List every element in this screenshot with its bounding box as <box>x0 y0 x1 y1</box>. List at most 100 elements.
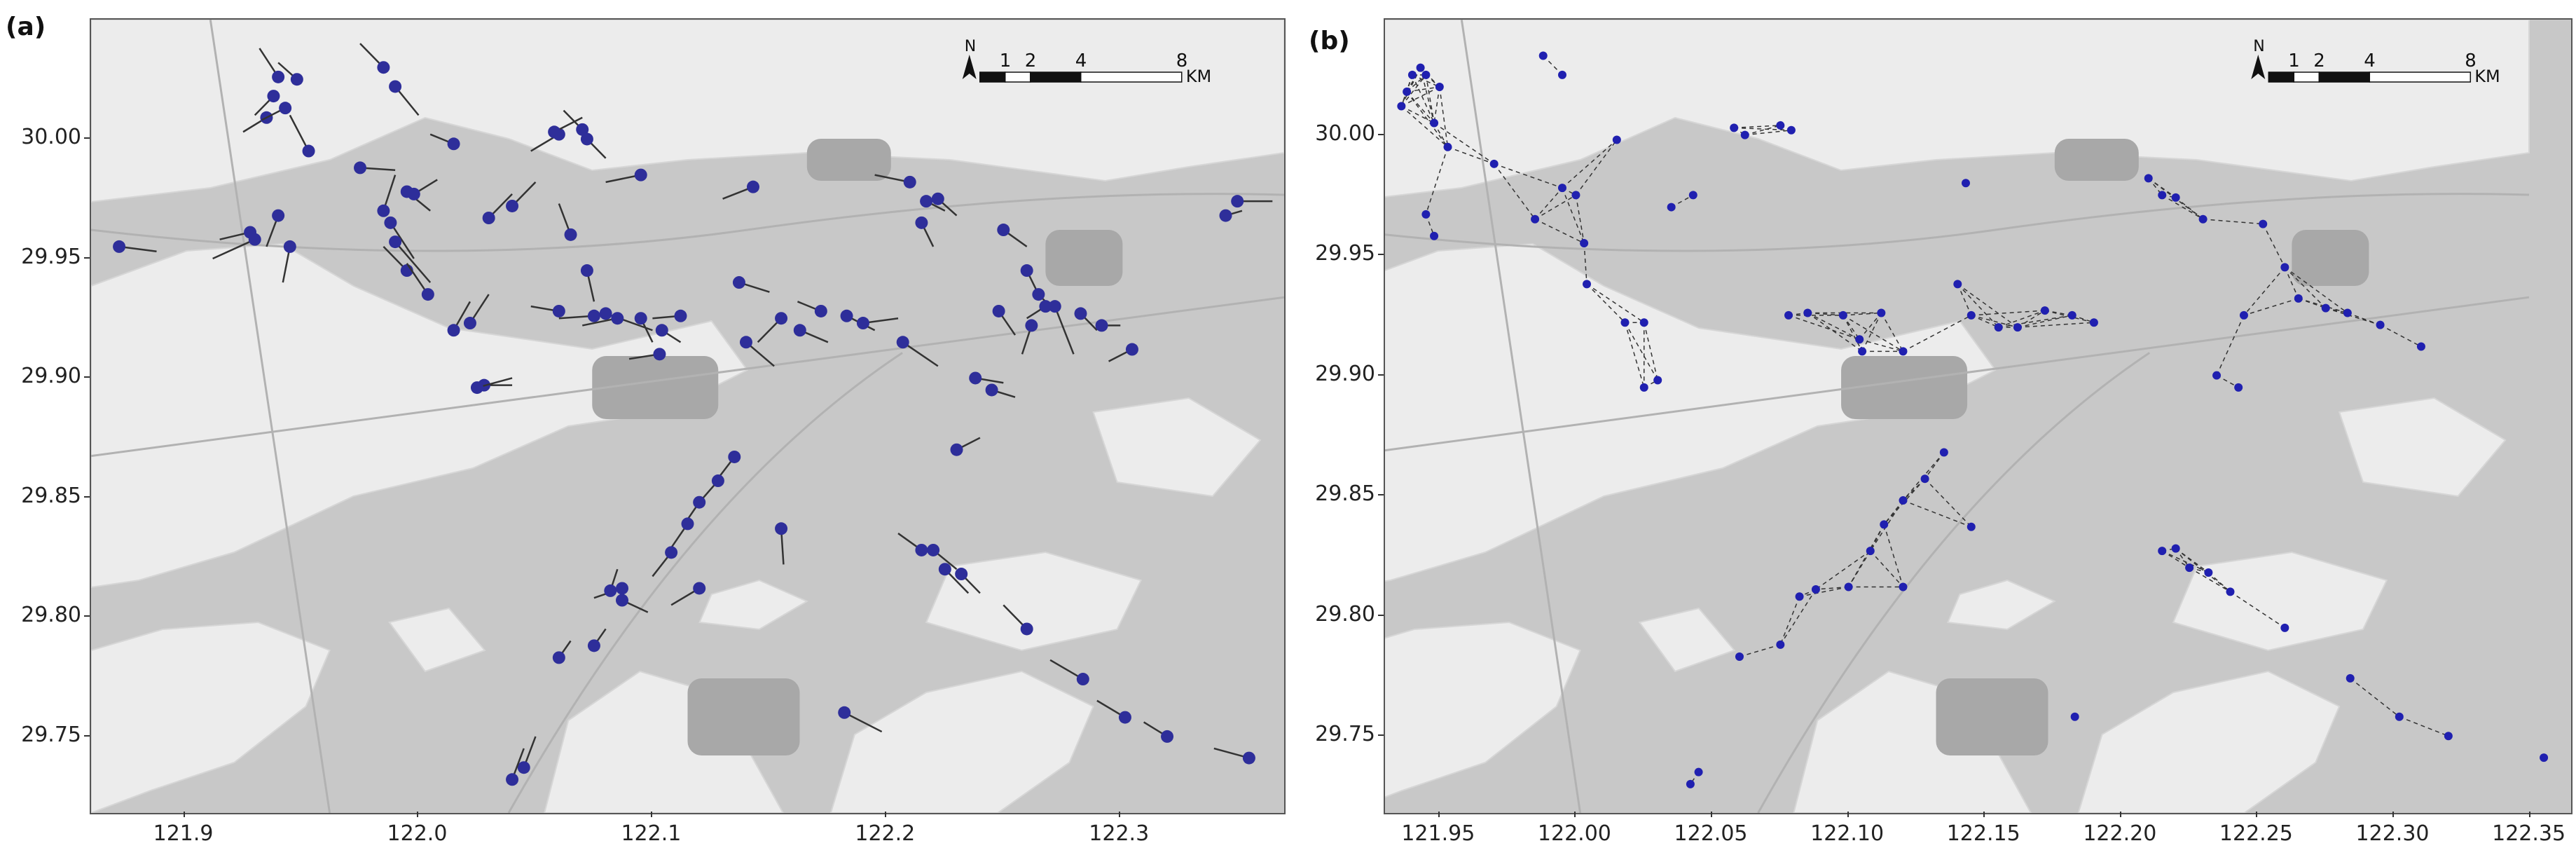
ship-position[interactable] <box>283 240 296 253</box>
ship-position[interactable] <box>1858 347 1867 356</box>
ship-position[interactable] <box>1740 130 1749 139</box>
ship-position[interactable] <box>1899 496 1908 505</box>
ship-position[interactable] <box>1686 779 1695 788</box>
ship-position[interactable] <box>580 132 593 146</box>
map-a[interactable]: N 1 2 4 8 KM <box>90 18 1286 814</box>
ship-position[interactable] <box>915 543 928 556</box>
ship-position[interactable] <box>793 324 806 337</box>
ship-position[interactable] <box>1435 83 1444 92</box>
ship-position[interactable] <box>552 651 565 664</box>
ship-position[interactable] <box>2198 214 2207 224</box>
ship-position[interactable] <box>920 195 933 208</box>
ship-position[interactable] <box>1242 751 1255 765</box>
ship-position[interactable] <box>1967 522 1976 531</box>
ship-position[interactable] <box>1407 70 1417 79</box>
ship-position[interactable] <box>2171 544 2180 553</box>
ship-position[interactable] <box>1025 319 1038 332</box>
ship-position[interactable] <box>1612 135 1621 144</box>
ship-position[interactable] <box>2185 563 2194 573</box>
ship-position[interactable] <box>985 383 998 397</box>
ship-position[interactable] <box>1571 191 1580 200</box>
ship-position[interactable] <box>950 443 963 456</box>
ship-position[interactable] <box>655 324 668 337</box>
ship-position[interactable] <box>681 517 694 531</box>
ship-position[interactable] <box>407 187 420 200</box>
ship-position[interactable] <box>665 546 678 559</box>
ship-position[interactable] <box>1076 673 1089 686</box>
ship-position[interactable] <box>1639 318 1648 327</box>
ship-position[interactable] <box>2280 623 2289 632</box>
ship-position[interactable] <box>896 336 909 349</box>
ship-position[interactable] <box>1877 308 1886 317</box>
ship-position[interactable] <box>1231 195 1244 208</box>
ship-position[interactable] <box>2144 174 2153 183</box>
ship-position[interactable] <box>377 204 390 217</box>
ship-position[interactable] <box>1430 231 1439 240</box>
ship-position[interactable] <box>1430 118 1439 128</box>
ship-position[interactable] <box>1557 184 1566 193</box>
ship-position[interactable] <box>1639 383 1648 392</box>
ship-position[interactable] <box>552 304 565 317</box>
ship-position[interactable] <box>1403 87 1412 96</box>
ship-position[interactable] <box>1844 582 1853 591</box>
ship-position[interactable] <box>711 474 724 488</box>
ship-position[interactable] <box>1020 264 1033 278</box>
ship-position[interactable] <box>775 522 788 535</box>
map-b[interactable]: N 1 2 4 8 KM <box>1384 18 2572 814</box>
ship-position[interactable] <box>616 594 629 607</box>
ship-position[interactable] <box>470 381 483 395</box>
ship-position[interactable] <box>1811 584 1820 594</box>
ship-position[interactable] <box>653 348 666 361</box>
ship-position[interactable] <box>1784 310 1793 320</box>
ship-position[interactable] <box>1994 323 2003 332</box>
ship-position[interactable] <box>548 125 561 139</box>
ship-position[interactable] <box>1580 239 1589 248</box>
ship-position[interactable] <box>2294 294 2303 303</box>
ship-position[interactable] <box>1489 159 1499 168</box>
ship-position[interactable] <box>1880 520 1889 529</box>
ship-position[interactable] <box>564 228 577 241</box>
ship-position[interactable] <box>576 123 589 136</box>
ship-position[interactable] <box>2067 310 2076 320</box>
ship-position[interactable] <box>616 582 629 595</box>
ship-position[interactable] <box>1776 640 1785 649</box>
ship-position[interactable] <box>856 317 869 330</box>
ship-position[interactable] <box>1397 102 1406 111</box>
ship-position[interactable] <box>389 235 402 249</box>
ship-position[interactable] <box>1961 179 1970 188</box>
ship-position[interactable] <box>634 168 647 182</box>
ship-position[interactable] <box>728 450 741 463</box>
ship-position[interactable] <box>248 233 261 246</box>
ship-position[interactable] <box>2212 371 2222 380</box>
ship-position[interactable] <box>302 144 315 158</box>
ship-position[interactable] <box>1538 51 1548 60</box>
ship-position[interactable] <box>814 304 827 317</box>
ship-position[interactable] <box>1899 347 1908 356</box>
ship-position[interactable] <box>1730 123 1739 132</box>
ship-position[interactable] <box>2070 712 2079 721</box>
ship-position[interactable] <box>1039 300 1052 313</box>
ship-position[interactable] <box>1953 280 1962 289</box>
ship-position[interactable] <box>2416 342 2425 351</box>
ship-position[interactable] <box>2346 673 2355 683</box>
ship-position[interactable] <box>1694 767 1703 777</box>
ship-position[interactable] <box>693 495 706 509</box>
ship-position[interactable] <box>2343 308 2352 317</box>
ship-position[interactable] <box>1125 343 1138 356</box>
ship-position[interactable] <box>580 264 593 278</box>
ship-position[interactable] <box>2013 323 2022 332</box>
ship-position[interactable] <box>927 543 940 556</box>
ship-position[interactable] <box>2040 306 2049 315</box>
ship-position[interactable] <box>377 61 390 74</box>
ship-position[interactable] <box>1795 592 1804 601</box>
ship-position[interactable] <box>1899 582 1908 591</box>
ship-position[interactable] <box>1118 711 1131 724</box>
ship-position[interactable] <box>272 70 285 83</box>
ship-position[interactable] <box>1095 319 1108 332</box>
ship-position[interactable] <box>1557 70 1566 79</box>
ship-position[interactable] <box>611 312 624 325</box>
ship-position[interactable] <box>447 324 460 337</box>
ship-position[interactable] <box>384 216 397 229</box>
ship-position[interactable] <box>1939 448 1948 457</box>
ship-position[interactable] <box>1421 210 1431 219</box>
